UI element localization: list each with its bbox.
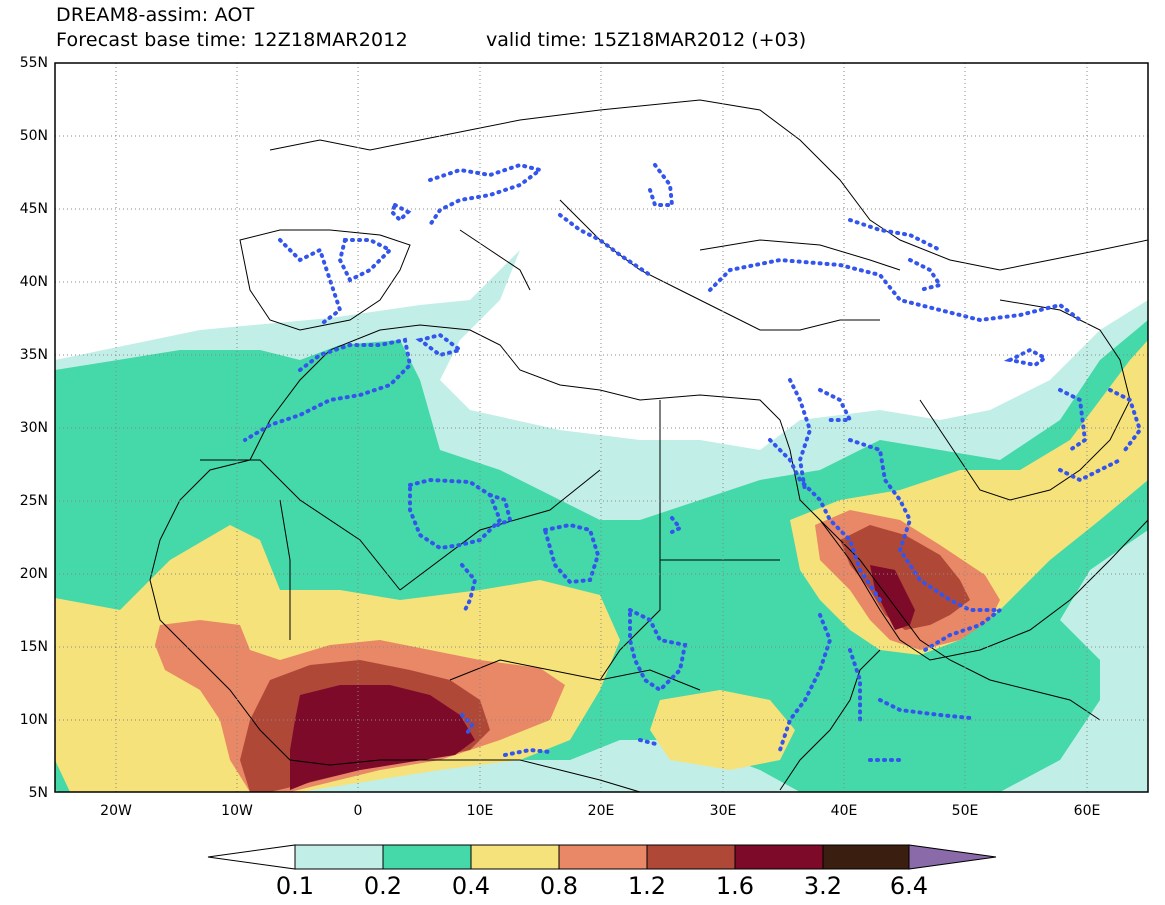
lat-label-30n: 30N xyxy=(19,420,48,436)
lon-label-20w: 20W xyxy=(100,803,132,819)
lat-label-35n: 35N xyxy=(19,347,48,363)
colorbar-label-0.1: 0.1 xyxy=(275,872,315,900)
colorbar-label-0.2: 0.2 xyxy=(363,872,403,900)
graticule xyxy=(55,63,1148,792)
colorbar-label-0.8: 0.8 xyxy=(539,872,579,900)
valid-time: valid time: 15Z18MAR2012 (+03) xyxy=(486,29,807,51)
colorbar-under-arrow xyxy=(207,844,296,870)
lat-label-55n: 55N xyxy=(19,55,48,71)
lon-label-20e: 20E xyxy=(587,803,615,819)
colorbar-label-6.4: 6.4 xyxy=(889,872,929,900)
colorbar-swatch-3 xyxy=(470,844,560,870)
lon-label-0: 0 xyxy=(353,803,363,819)
colorbar-swatch-4 xyxy=(558,844,648,870)
colorbar-swatch-6 xyxy=(734,844,824,870)
lon-label-60e: 60E xyxy=(1073,803,1101,819)
colorbar-label-3.2: 3.2 xyxy=(803,872,843,900)
lat-label-45n: 45N xyxy=(19,201,48,217)
colorbar-swatch-1 xyxy=(294,844,384,870)
lon-label-40e: 40E xyxy=(830,803,858,819)
aot-band-1.6-east xyxy=(870,565,915,630)
colorbar-over-arrow xyxy=(908,844,997,870)
coastlines xyxy=(149,99,1148,792)
colorbar-swatch-2 xyxy=(382,844,472,870)
lon-label-30e: 30E xyxy=(709,803,737,819)
forecast-base-time: Forecast base time: 12Z18MAR2012 xyxy=(56,29,408,51)
aot-band-0.4-south xyxy=(650,690,795,770)
lat-label-20n: 20N xyxy=(19,566,48,582)
aot-band-1.2-east xyxy=(840,525,970,630)
colorbar-label-1.2: 1.2 xyxy=(627,872,667,900)
colorbar-label-1.6: 1.6 xyxy=(715,872,755,900)
lat-label-25n: 25N xyxy=(19,493,48,509)
lon-label-10w: 10W xyxy=(221,803,253,819)
map-title: DREAM8-assim: AOT xyxy=(56,4,255,26)
lat-label-15n: 15N xyxy=(19,639,48,655)
lon-label-50e: 50E xyxy=(951,803,979,819)
lon-label-10e: 10E xyxy=(466,803,494,819)
colorbar-label-0.4: 0.4 xyxy=(451,872,491,900)
colorbar-swatch-5 xyxy=(646,844,736,870)
map-frame xyxy=(54,62,1149,793)
lat-label-50n: 50N xyxy=(19,128,48,144)
colorbar-swatch-7 xyxy=(822,844,910,870)
aot-band-1.6 xyxy=(290,685,475,790)
colorbar xyxy=(207,844,997,870)
lat-label-10n: 10N xyxy=(19,712,48,728)
lat-label-5n: 5N xyxy=(28,785,48,801)
observation-contours xyxy=(243,162,1143,762)
lat-label-40n: 40N xyxy=(19,274,48,290)
